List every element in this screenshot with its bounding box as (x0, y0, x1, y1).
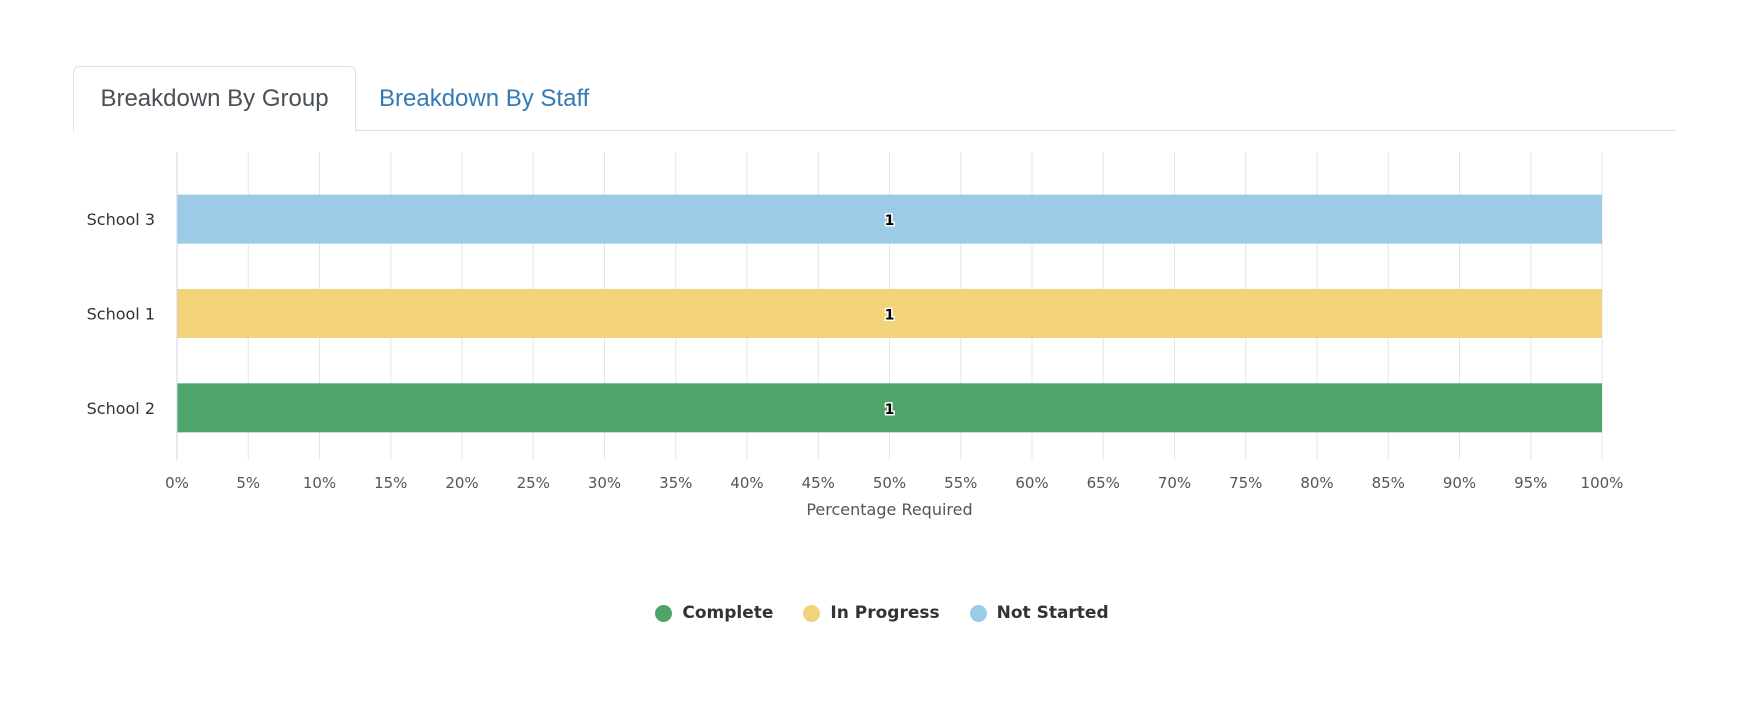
x-tick-label: 100% (1581, 474, 1624, 492)
x-axis-title: Percentage Required (806, 500, 972, 519)
legend-marker-in-progress (803, 604, 821, 622)
legend-item-not-started[interactable]: Not Started (969, 603, 1109, 623)
y-category-label: School 1 (87, 305, 155, 324)
x-tick-label: 75% (1229, 474, 1262, 492)
x-tick-label: 85% (1372, 474, 1405, 492)
chart-legend: Complete In Progress Not Started (0, 598, 1764, 628)
tab-breakdown-by-group[interactable]: Breakdown By Group (73, 66, 356, 132)
stacked-bar-chart: School 3 1 School 1 1 School 2 1 0% 5% 10% 15% 20… (87, 152, 1624, 519)
x-tick-label: 20% (445, 474, 478, 492)
y-category-label: School 3 (87, 210, 155, 229)
x-tick-label: 35% (659, 474, 692, 492)
legend-marker-not-started (969, 604, 987, 622)
x-tick-label: 60% (1015, 474, 1048, 492)
bar-data-label: 1 (885, 213, 895, 229)
tab-bar: Breakdown By Group Breakdown By Staff (73, 66, 1676, 132)
x-tick-label: 55% (944, 474, 977, 492)
legend-marker-complete (655, 604, 673, 622)
bar-complete[interactable] (177, 383, 1602, 433)
x-tick-label: 80% (1300, 474, 1333, 492)
x-tick-label: 45% (802, 474, 835, 492)
bar-data-label: 1 (885, 402, 895, 418)
x-tick-label: 90% (1443, 474, 1476, 492)
x-tick-label: 40% (730, 474, 763, 492)
legend-label-not-started: Not Started (996, 603, 1109, 623)
legend-label-complete: Complete (682, 603, 774, 623)
x-tick-label: 70% (1158, 474, 1191, 492)
x-tick-label: 65% (1087, 474, 1120, 492)
y-category-label: School 2 (87, 399, 155, 418)
bar-not-started[interactable] (177, 194, 1602, 244)
bar-in-progress[interactable] (177, 289, 1602, 338)
x-tick-label: 10% (303, 474, 336, 492)
legend-label-in-progress: In Progress (830, 603, 940, 623)
x-tick-label: 30% (588, 474, 621, 492)
legend-item-complete[interactable]: Complete (655, 603, 773, 623)
legend-item-in-progress[interactable]: In Progress (803, 603, 940, 623)
x-tick-label: 15% (374, 474, 407, 492)
x-tick-label: 95% (1514, 474, 1547, 492)
tab-breakdown-by-staff[interactable]: Breakdown By Staff (379, 84, 590, 112)
x-tick-label: 25% (517, 474, 550, 492)
x-tick-label: 5% (236, 474, 260, 492)
bar-data-label: 1 (885, 308, 895, 324)
x-tick-label: 50% (873, 474, 906, 492)
x-tick-label: 0% (165, 474, 189, 492)
